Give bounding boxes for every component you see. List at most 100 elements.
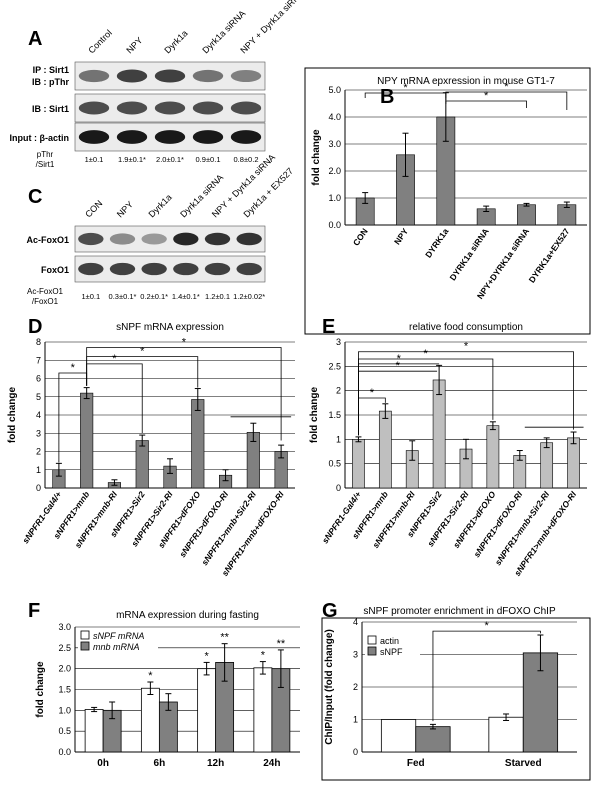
panel-c-quant-label: /FoxO1 [32, 297, 59, 306]
panel-f-category-label: 24h [263, 758, 280, 769]
panel-g-ytick-label: 3 [353, 650, 358, 660]
panel-e-bar [352, 439, 365, 489]
panel-c-quant-value: 1±0.1 [81, 292, 100, 301]
panel-g-ylabel: ChIP/Input (fold change) [324, 629, 335, 745]
panel-b-sig-bracket [445, 91, 568, 110]
panel-c-band [109, 262, 136, 276]
panel-c-quant-value: 1.4±0.1* [172, 292, 200, 301]
panel-c-band [173, 232, 199, 246]
panel-f-category-label: 0h [97, 758, 109, 769]
panel-g-sig-bracket-mark: * [485, 620, 490, 632]
panel-a-quant-value: 0.9±0.1 [196, 155, 221, 164]
panel-f-bar-snpf-mrna [140, 687, 160, 753]
panel-c-band [173, 262, 199, 276]
panel-a-quant-label: /Sirt1 [36, 160, 55, 169]
panel-f-ytick-label: 1.0 [58, 705, 71, 715]
panel-d-ytick-label: 7 [36, 355, 41, 365]
panel-c-quant-value: 0.3±0.1* [109, 292, 137, 301]
panel-a-row-label: Input : β-actin [10, 133, 69, 143]
panel-d-bar [135, 440, 149, 489]
panel-c-row-label: FoxO1 [41, 265, 69, 275]
panel-c-lane-label: Dyrk1a [147, 192, 174, 219]
panel-label-f: F [28, 600, 41, 622]
panel-f-ytick-label: 0.5 [58, 726, 71, 736]
panel-b-bar [517, 204, 536, 226]
panel-a-quant-value: 1±0.1 [85, 155, 104, 164]
panel-d-ytick-label: 0 [36, 483, 41, 493]
panel-d-ytick-label: 6 [36, 374, 41, 384]
panel-b-sig-bracket-mark: * [484, 90, 489, 102]
panel-c-band [236, 262, 262, 276]
panel-g-sig-bracket [432, 630, 541, 722]
panel-c-quant-value: 0.2±0.1* [140, 292, 168, 301]
panel-label-e: E [322, 316, 336, 338]
panel-a-band [192, 69, 224, 83]
panel-e-sig-bracket-mark: * [464, 341, 469, 353]
panel-c-band [141, 262, 167, 276]
panel-f-sig-mark: ** [277, 638, 286, 650]
panel-f-bar-snpf-mrna [197, 668, 217, 753]
panel-c-band [78, 262, 104, 276]
panel-b-category-label: DYRK1a siRNA [447, 226, 490, 282]
panel-f-bar-snpf-mrna [253, 667, 273, 753]
panel-d-sig-bracket-mark: * [71, 362, 76, 374]
panel-a-row-label: IB : Sirt1 [32, 104, 69, 114]
panel-f-sig-mark: ** [220, 632, 229, 644]
panel-g-ytick-label: 4 [353, 617, 358, 627]
panel-e-bar [540, 442, 554, 489]
panel-b-category-label: NPY [392, 226, 410, 246]
panel-e-ytick-label: 2 [336, 386, 341, 396]
panel-g-legend-swatch [367, 635, 377, 645]
panel-d-ytick-label: 5 [36, 392, 41, 402]
panel-a-quant-value: 0.8±0.2 [234, 155, 259, 164]
panel-a-band [230, 101, 262, 115]
panel-f-legend [78, 629, 158, 654]
panel-d-sig-bracket-mark: * [112, 353, 117, 365]
panel-f-ytick-label: 1.5 [58, 685, 71, 695]
panel-a-band [192, 101, 224, 115]
panel-a-band [154, 130, 186, 144]
panel-g-category-label: Starved [505, 758, 542, 769]
panel-c-band [141, 233, 167, 245]
panel-f-legend-swatch [80, 641, 90, 651]
panel-a-band [78, 130, 110, 144]
panel-label-d: D [28, 316, 43, 338]
panel-c-blot-strip [74, 225, 266, 253]
panel-f-legend-label: mnb mRNA [93, 642, 140, 652]
panel-e-sig-bracket-mark: * [424, 348, 429, 360]
panel-f-category-label: 12h [207, 758, 224, 769]
panel-f-sig-mark: * [148, 670, 153, 682]
panel-e-ylabel: fold change [309, 387, 320, 444]
panel-f-legend-label: sNPF mRNA [93, 631, 144, 641]
panel-c-quant-label: Ac-FoxO1 [27, 287, 64, 296]
panel-c-quant-value: 1.2±0.1 [205, 292, 230, 301]
panel-c-band [204, 232, 231, 246]
panel-e-category-label: sNPFR1>dFOXO-RI [471, 489, 524, 559]
panel-e-title: relative food consumption [409, 322, 523, 333]
panel-g-title: sNPF promoter enrichment in dFOXO ChIP [363, 606, 556, 617]
panel-c-band [109, 233, 136, 245]
panel-c-blot-strip [74, 255, 266, 283]
panel-g-legend-swatch [367, 646, 377, 656]
panel-e-ytick-label: 1.5 [328, 410, 341, 420]
panel-g-ytick-label: 2 [353, 682, 358, 692]
panel-label-g: G [322, 600, 338, 622]
panel-g-category-label: Fed [407, 758, 425, 769]
panel-b-category-label: DYRK1a+EX527 [527, 226, 572, 284]
panel-a-quant-value: 1.9±0.1* [118, 155, 146, 164]
panel-f-ytick-label: 3.0 [58, 622, 71, 632]
panel-a-band [230, 130, 262, 144]
panel-g-bar-snpf [415, 726, 451, 753]
panel-c-lane-label: NPY [115, 199, 135, 219]
panel-f-sig-mark: * [204, 650, 209, 662]
panel-b-category-label: DYRK1a [423, 226, 451, 259]
panel-e-sig-bracket [358, 363, 440, 436]
panel-a-row-label: IB : pThr [32, 77, 69, 87]
panel-c-lane-label: CON [83, 198, 104, 219]
panel-f-sig-mark: * [261, 650, 266, 662]
panel-a-band [116, 101, 148, 115]
panel-e-sig-bracket-mark: * [370, 387, 375, 399]
panel-e-sig-bracket [358, 358, 494, 436]
panel-a-quant-value: 2.0±0.1* [156, 155, 184, 164]
